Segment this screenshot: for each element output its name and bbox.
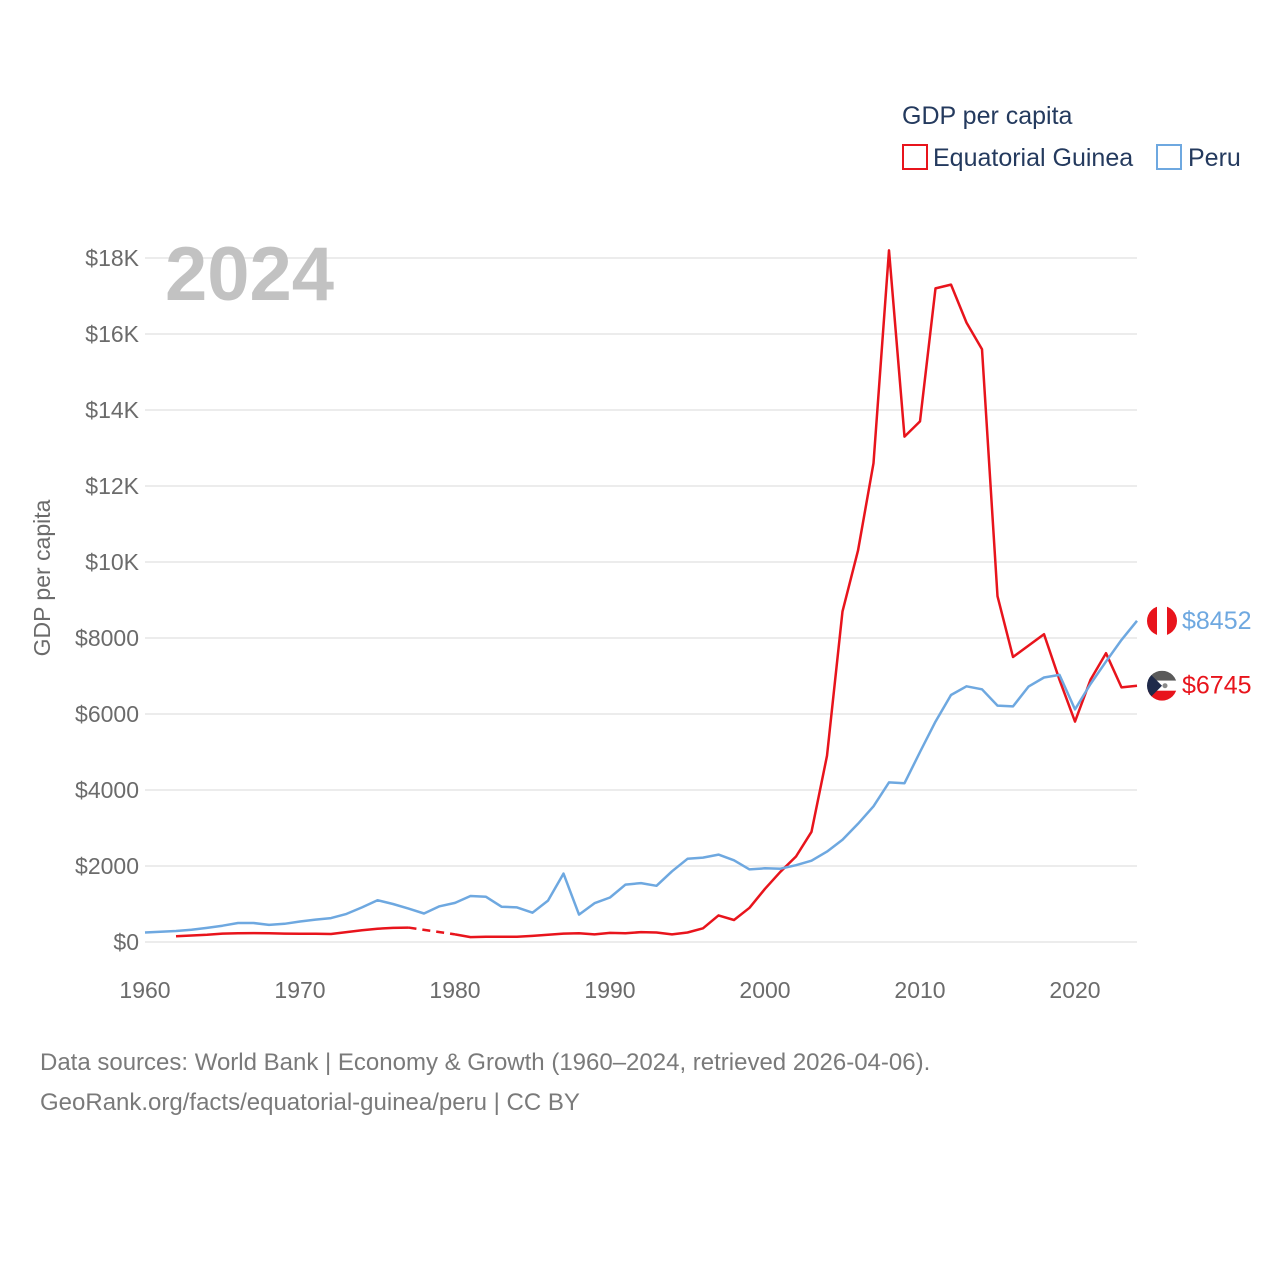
y-tick-label: $2000 xyxy=(75,853,139,879)
y-tick-label: $6000 xyxy=(75,701,139,727)
series-line-peru[interactable] xyxy=(144,620,1138,934)
x-axis-ticks: 1960 1970 1980 1990 2000 2010 2020 xyxy=(119,977,1100,1003)
footer-sources: Data sources: World Bank | Economy & Gro… xyxy=(40,1043,930,1123)
x-tick-label: 1990 xyxy=(584,977,635,1003)
x-tick-label: 1960 xyxy=(119,977,170,1003)
y-axis-ticks: $0 $2000 $4000 $6000 $8000 $10K $12K $14K $16K $1… xyxy=(75,245,140,955)
x-tick-label: 1980 xyxy=(429,977,480,1003)
footer-line-2[interactable]: GeoRank.org/facts/equatorial-guinea/peru… xyxy=(40,1089,580,1116)
y-tick-label: $10K xyxy=(85,549,139,575)
end-label-equatorial-guinea: $6745 xyxy=(1182,672,1252,700)
y-tick-label: $14K xyxy=(85,397,139,423)
peru-flag-icon xyxy=(1147,605,1177,636)
legend-title: GDP per capita xyxy=(902,102,1073,130)
series-line-equatorial-guinea[interactable] xyxy=(175,926,409,938)
legend-label-equatorial-guinea: Equatorial Guinea xyxy=(933,144,1133,172)
y-tick-label: $8000 xyxy=(75,625,139,651)
end-label-peru: $8452 xyxy=(1182,607,1252,635)
series-gap-equatorial-guinea xyxy=(408,926,456,936)
equatorial-guinea-flag-icon xyxy=(1147,670,1177,701)
x-tick-label: 2020 xyxy=(1049,977,1100,1003)
series-lines xyxy=(144,249,1138,939)
x-tick-label: 2010 xyxy=(894,977,945,1003)
x-tick-label: 1970 xyxy=(274,977,325,1003)
legend-item-peru[interactable]: Peru xyxy=(1156,144,1241,172)
y-tick-label: $12K xyxy=(85,473,139,499)
year-watermark: 2024 xyxy=(165,232,334,317)
footer-line-1: Data sources: World Bank | Economy & Gro… xyxy=(40,1049,931,1076)
series-line-equatorial-guinea[interactable] xyxy=(454,249,1138,939)
legend-swatch-equatorial-guinea xyxy=(902,144,928,170)
legend-label-peru: Peru xyxy=(1188,144,1241,172)
y-tick-label: $0 xyxy=(113,929,139,955)
y-tick-label: $4000 xyxy=(75,777,139,803)
legend-swatch-peru xyxy=(1156,144,1182,170)
y-tick-label: $16K xyxy=(85,321,139,347)
y-tick-label: $18K xyxy=(85,245,139,271)
gridlines xyxy=(145,257,1137,943)
y-axis-label: GDP per capita xyxy=(29,499,55,656)
legend[interactable]: GDP per capita Equatorial Guinea Peru xyxy=(902,102,1241,172)
legend-item-equatorial-guinea[interactable]: Equatorial Guinea xyxy=(902,144,1133,172)
x-tick-label: 2000 xyxy=(739,977,790,1003)
